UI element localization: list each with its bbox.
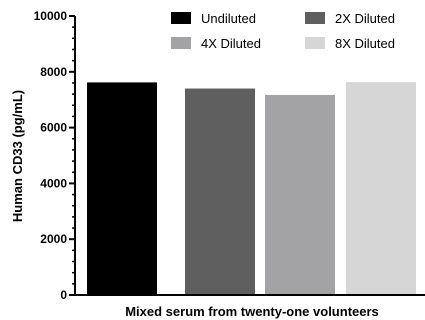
y-tick-label: 8000 bbox=[40, 65, 67, 79]
bar-8x-diluted bbox=[346, 82, 416, 295]
x-axis-title: Mixed serum from twenty-one volunteers bbox=[125, 304, 379, 319]
y-tick-label: 6000 bbox=[40, 121, 67, 135]
legend-swatch-8x-diluted bbox=[305, 37, 325, 49]
y-axis-title: Human CD33 (pg/mL) bbox=[10, 90, 25, 222]
y-tick-label: 2000 bbox=[40, 232, 67, 246]
legend-label-undiluted: Undiluted bbox=[201, 11, 256, 26]
y-tick-label: 10000 bbox=[34, 9, 68, 23]
legend: Undiluted 2X Diluted 4X Diluted 8X Diluted bbox=[171, 11, 395, 51]
legend-label-2x-diluted: 2X Diluted bbox=[335, 11, 395, 26]
bar-undiluted bbox=[87, 82, 157, 295]
legend-swatch-4x-diluted bbox=[171, 37, 191, 49]
y-tick-label: 0 bbox=[60, 288, 67, 302]
bar-4x-diluted bbox=[265, 94, 335, 295]
legend-swatch-undiluted bbox=[171, 12, 191, 24]
bar-2x-diluted bbox=[185, 88, 255, 295]
legend-label-8x-diluted: 8X Diluted bbox=[335, 36, 395, 51]
legend-label-4x-diluted: 4X Diluted bbox=[201, 36, 261, 51]
y-tick-label: 4000 bbox=[40, 176, 67, 190]
plot-area: 0 2000 4000 6000 8000 10000 bbox=[34, 9, 425, 302]
legend-swatch-2x-diluted bbox=[305, 12, 325, 24]
bar-group bbox=[87, 82, 416, 295]
y-axis: 0 2000 4000 6000 8000 10000 bbox=[34, 9, 76, 302]
